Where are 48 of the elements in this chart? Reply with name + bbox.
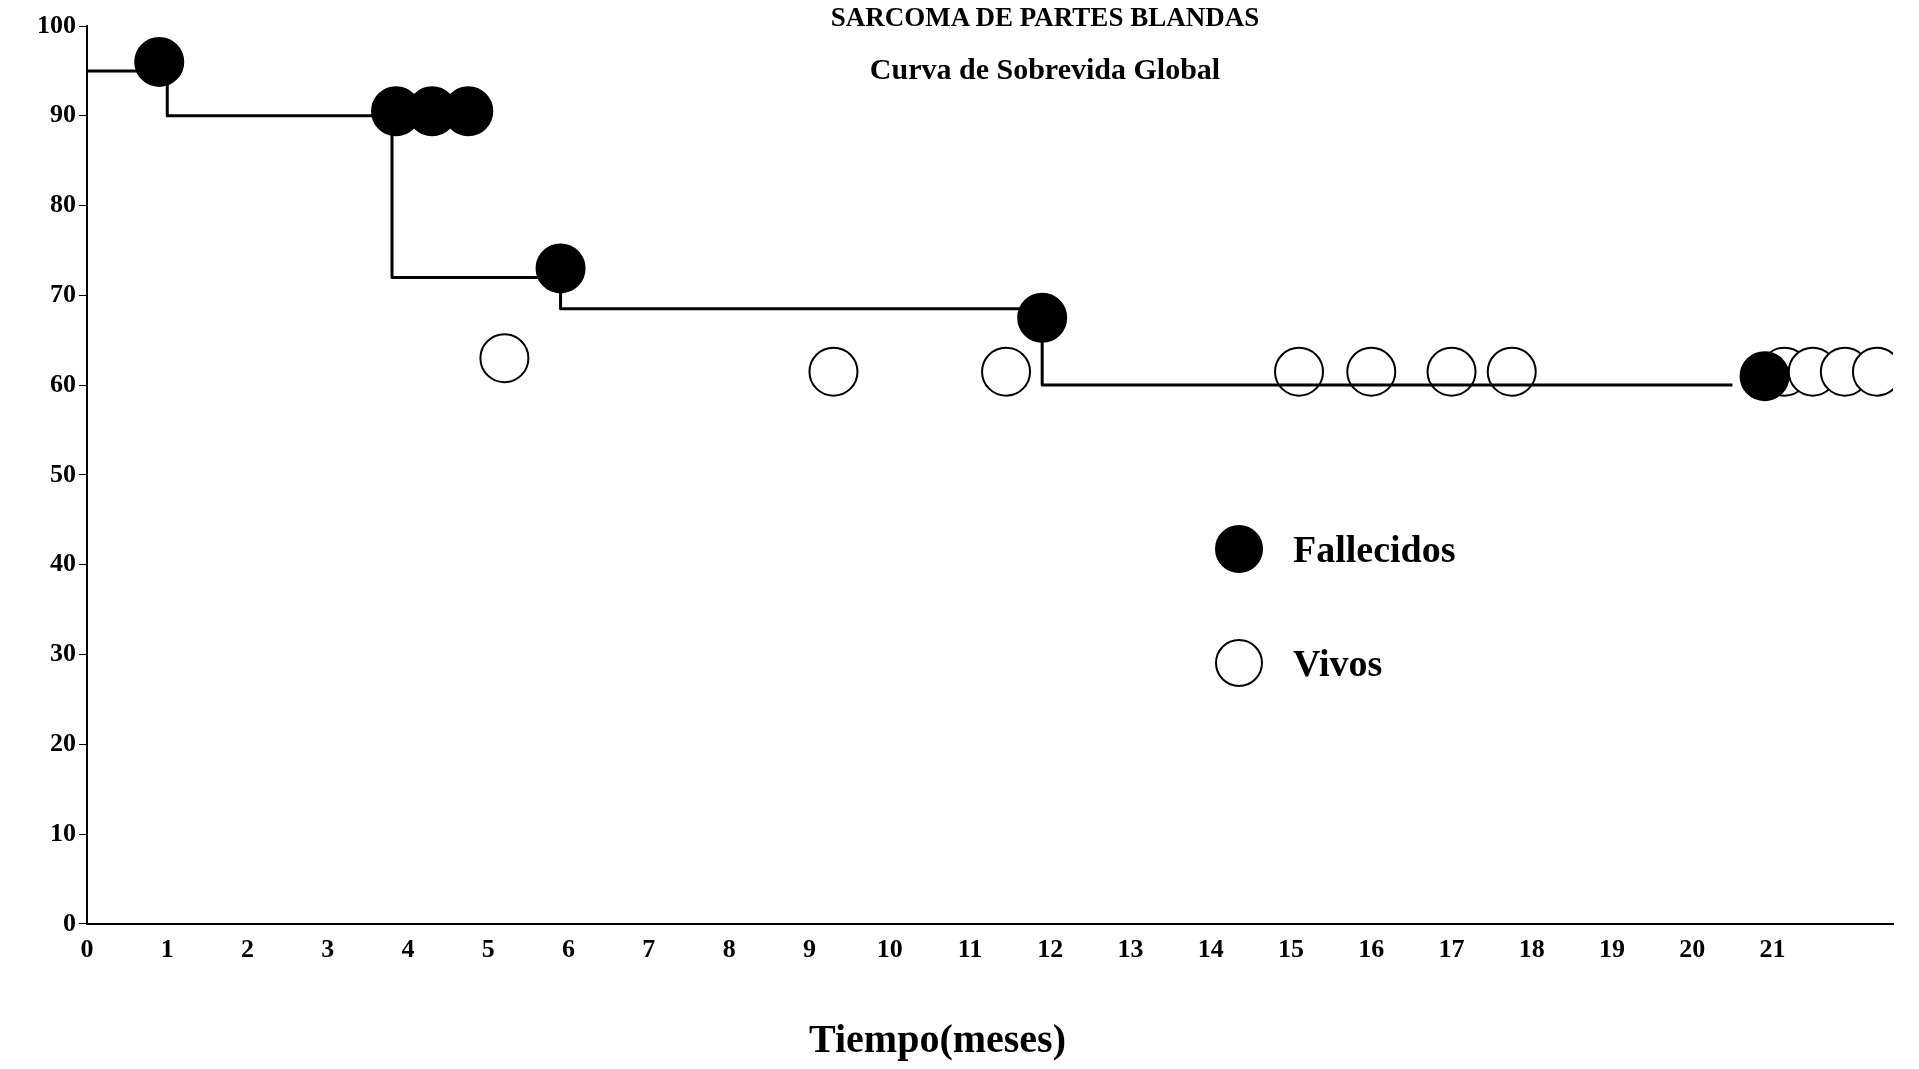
y-tick-label: 20 <box>50 727 76 757</box>
y-tick-label: 40 <box>50 548 76 578</box>
x-tick-label: 4 <box>401 934 415 964</box>
x-tick-label: 8 <box>722 934 736 964</box>
y-tick-label: 90 <box>50 99 76 129</box>
x-tick-label: 21 <box>1759 934 1786 964</box>
point <box>808 346 859 397</box>
x-tick-label: 17 <box>1438 934 1465 964</box>
point <box>1739 351 1790 402</box>
legend-label: Fallecidos <box>1293 527 1456 571</box>
x-tick-label: 12 <box>1037 934 1064 964</box>
point <box>1017 292 1068 343</box>
x-tick-label: 18 <box>1518 934 1545 964</box>
y-tick-label: 50 <box>50 458 76 488</box>
x-tick-label: 7 <box>642 934 656 964</box>
x-tick-label: 16 <box>1358 934 1385 964</box>
y-tick-label: 100 <box>37 9 76 39</box>
point <box>479 333 530 384</box>
x-tick-label: 1 <box>160 934 174 964</box>
chart-title: SARCOMA DE PARTES BLANDAS <box>829 2 1261 33</box>
x-tick-label: 13 <box>1117 934 1144 964</box>
x-tick-label: 5 <box>481 934 495 964</box>
point <box>134 36 185 87</box>
x-tick-label: 10 <box>876 934 903 964</box>
y-tick-label: 10 <box>50 817 76 847</box>
x-tick-label: 6 <box>562 934 576 964</box>
x-axis-title: Tiempo(meses) <box>808 1015 1067 1062</box>
x-tick-label: 20 <box>1679 934 1706 964</box>
point <box>981 346 1032 397</box>
text: Curva de Sobrevida Global <box>868 52 1222 86</box>
y-tick-label: 0 <box>63 907 76 937</box>
point <box>1346 346 1397 397</box>
y-tick-label: 30 <box>50 638 76 668</box>
point <box>1426 346 1477 397</box>
legend-label: Vivos <box>1293 641 1383 685</box>
x-tick-label: 14 <box>1197 934 1224 964</box>
point <box>1274 346 1325 397</box>
x-tick-label: 19 <box>1599 934 1626 964</box>
y-tick-label: 60 <box>50 368 76 398</box>
point <box>535 243 586 294</box>
x-tick-label: 9 <box>802 934 816 964</box>
x-tick-label: 15 <box>1278 934 1304 964</box>
y-tick-label: 70 <box>50 279 76 309</box>
x-tick-label: 11 <box>957 934 983 964</box>
point <box>1486 346 1537 397</box>
x-tick-label: 2 <box>241 934 255 964</box>
y-tick-label: 80 <box>50 189 76 219</box>
x-tick-label: 3 <box>321 934 335 964</box>
